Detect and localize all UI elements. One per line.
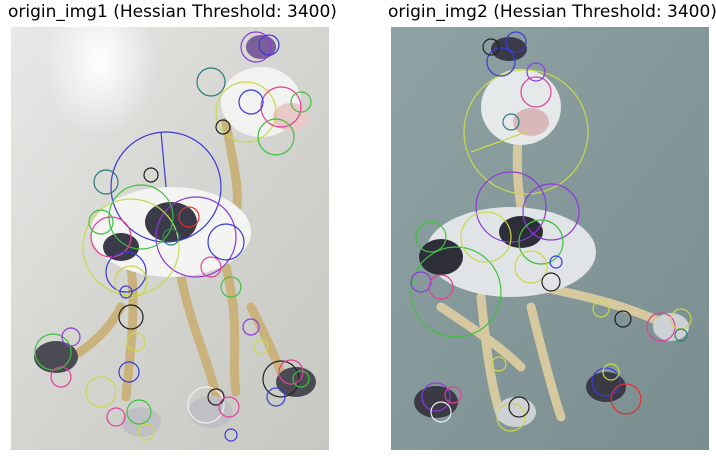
image-right-canvas bbox=[391, 27, 709, 450]
panel-title-left: origin_img1 (Hessian Threshold: 3400) bbox=[8, 2, 337, 22]
image-right bbox=[391, 27, 709, 450]
panel-title-right: origin_img2 (Hessian Threshold: 3400) bbox=[388, 2, 716, 22]
image-left-canvas bbox=[11, 27, 329, 450]
image-left bbox=[11, 27, 329, 450]
